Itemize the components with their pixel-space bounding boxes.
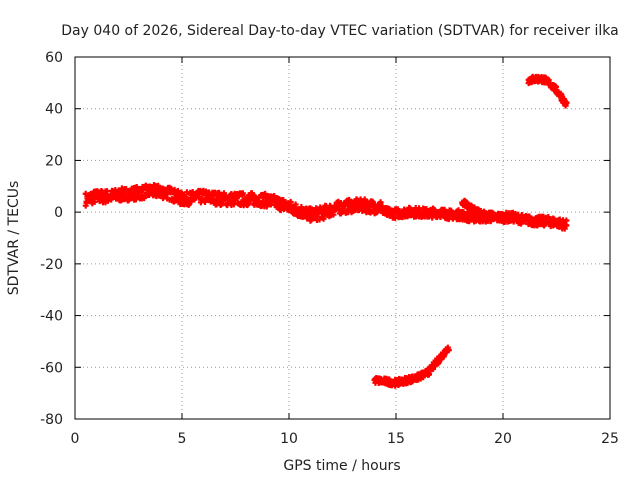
x-tick-label: 0: [71, 431, 80, 447]
y-axis-label: SDTVAR / TECUs: [6, 181, 22, 296]
series-low-arc: [371, 344, 452, 389]
x-tick-label: 10: [280, 431, 298, 447]
x-tick-label: 25: [601, 431, 619, 447]
data-point: [155, 182, 162, 189]
y-tick-label: 0: [54, 205, 63, 221]
data-point: [277, 207, 284, 214]
series-main: [82, 182, 386, 224]
series-segment-2: [380, 204, 463, 223]
data-point: [320, 215, 327, 222]
y-tick-label: 40: [45, 102, 63, 118]
data-point: [563, 99, 570, 106]
series-rising-arc: [459, 197, 497, 222]
y-tick-label: -80: [40, 412, 63, 428]
x-tick-label: 15: [387, 431, 405, 447]
x-tick-label: 20: [494, 431, 512, 447]
y-tick-label: 20: [45, 153, 63, 169]
series-high-arc: [525, 73, 570, 109]
y-tick-label: -60: [40, 360, 63, 376]
data-point: [563, 222, 570, 229]
x-tick-label: 5: [178, 431, 187, 447]
data-point: [425, 371, 432, 378]
plot-frame: [74, 56, 611, 420]
data-point: [239, 190, 246, 197]
y-tick-label: -20: [40, 257, 63, 273]
data-point: [445, 346, 452, 353]
data-marks: [82, 73, 570, 389]
data-point: [518, 220, 525, 227]
chart-title: Day 040 of 2026, Sidereal Day-to-day VTE…: [61, 23, 618, 39]
x-axis-label: GPS time / hours: [283, 458, 400, 474]
axis-ticks: 0 5 10 15 20 25 -80 -60 -40 -20 0 20 40 60: [40, 50, 619, 447]
y-tick-label: 60: [45, 50, 63, 66]
grid-lines: [75, 57, 610, 419]
data-point: [179, 190, 185, 197]
y-tick-label: -40: [40, 309, 63, 325]
data-point: [298, 204, 305, 211]
data-point: [490, 214, 497, 221]
data-point: [377, 199, 384, 206]
data-point: [202, 198, 209, 205]
data-point: [141, 195, 148, 202]
